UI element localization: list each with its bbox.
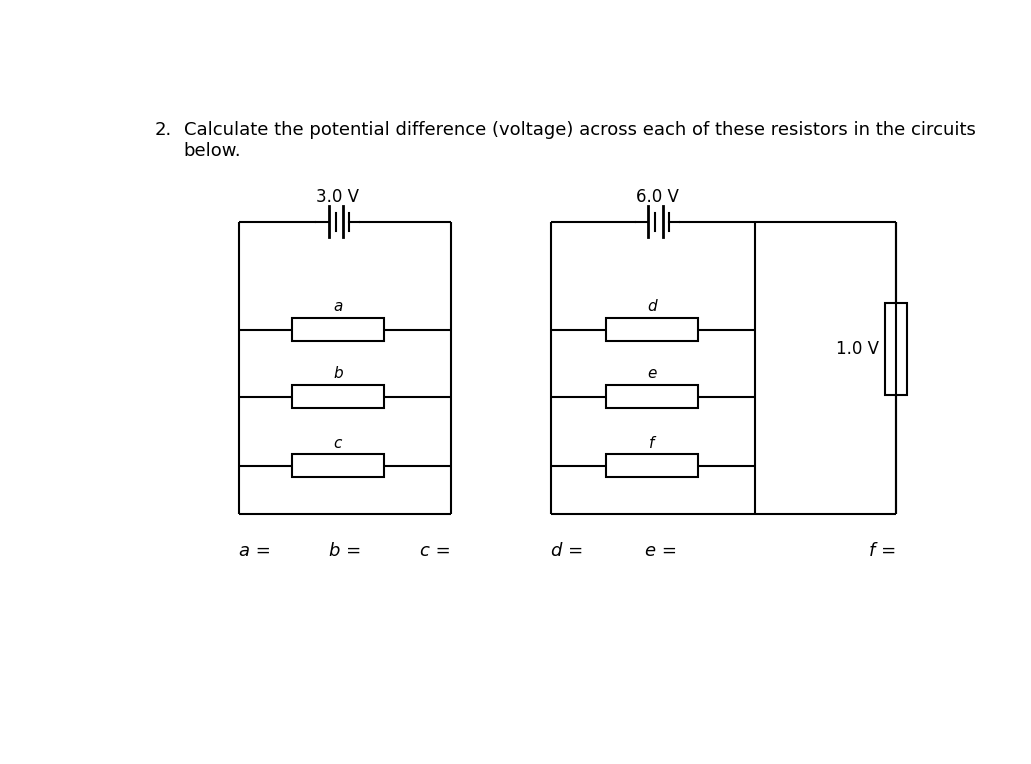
Text: f =: f = <box>869 542 896 559</box>
Text: d: d <box>647 299 657 314</box>
Bar <box>886 303 907 395</box>
Text: e: e <box>647 366 657 381</box>
Text: a: a <box>333 299 342 314</box>
Text: f: f <box>650 435 655 451</box>
Text: Calculate the potential difference (voltage) across each of these resistors in t: Calculate the potential difference (volt… <box>184 121 975 160</box>
Text: d =: d = <box>552 542 584 559</box>
Bar <box>292 318 384 342</box>
Text: c: c <box>334 435 342 451</box>
Bar <box>606 455 698 478</box>
Text: e =: e = <box>644 542 676 559</box>
Bar <box>292 455 384 478</box>
Text: b: b <box>333 366 342 381</box>
Text: c =: c = <box>421 542 451 559</box>
Text: 2.: 2. <box>155 121 172 139</box>
Bar <box>606 385 698 408</box>
Text: 6.0 V: 6.0 V <box>636 189 678 206</box>
Text: 3.0 V: 3.0 V <box>317 189 360 206</box>
Bar <box>292 385 384 408</box>
Text: a =: a = <box>239 542 271 559</box>
Text: b =: b = <box>329 542 361 559</box>
Bar <box>606 318 698 342</box>
Text: 1.0 V: 1.0 V <box>836 340 879 358</box>
